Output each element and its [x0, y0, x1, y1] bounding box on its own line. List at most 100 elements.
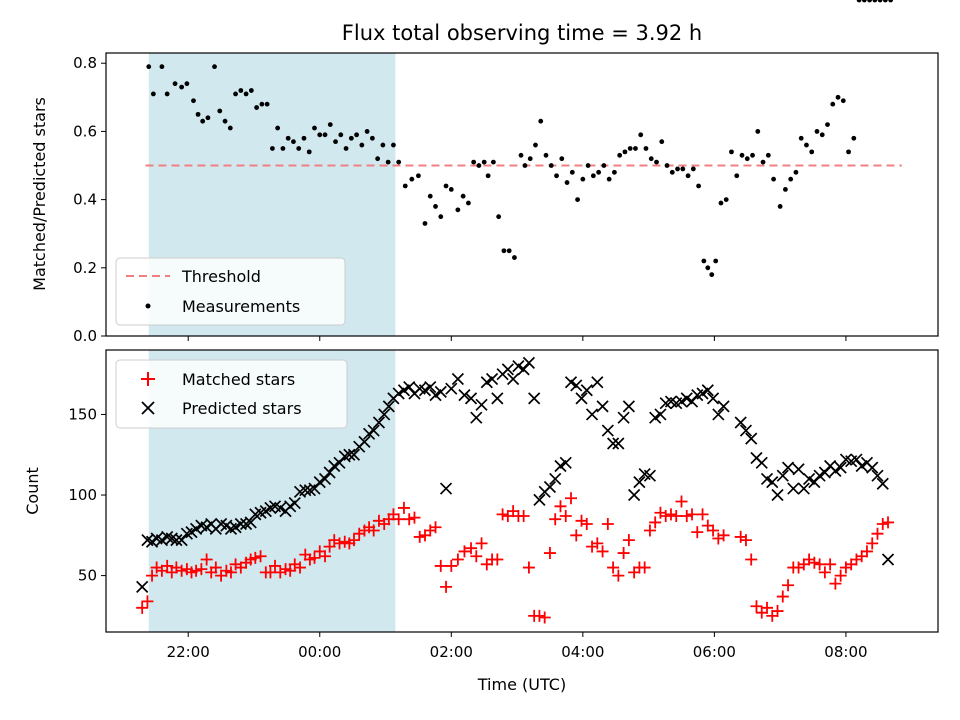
measurement-point: [238, 88, 244, 93]
matched-point: [284, 564, 297, 577]
predicted-point: [501, 363, 514, 376]
measurement-point: [380, 142, 386, 148]
measurement-point: [285, 135, 291, 141]
top-y-tick-label: 0.8: [73, 54, 97, 72]
predicted-point: [797, 482, 810, 495]
legend-matched-label: Matched stars: [182, 370, 295, 389]
top-y-tick-label: 0.6: [73, 122, 97, 140]
measurement-point: [301, 135, 307, 141]
measurement-point: [713, 258, 719, 264]
measurement-point: [617, 152, 623, 158]
measurement-point: [179, 84, 185, 90]
matched-point: [596, 545, 609, 558]
matched-point: [470, 550, 483, 563]
measurement-point: [291, 139, 296, 145]
measurement-point: [259, 101, 265, 107]
measurement-point: [359, 142, 365, 148]
matched-point: [818, 566, 831, 579]
predicted-point: [628, 488, 641, 502]
matched-point: [882, 516, 895, 529]
predicted-point: [871, 469, 884, 482]
measurement-point: [205, 115, 211, 121]
predicted-point: [136, 580, 149, 593]
matched-point: [496, 508, 509, 521]
matched-point: [813, 558, 826, 571]
matched-point: [517, 509, 530, 522]
measurement-point: [564, 180, 570, 185]
predicted-point: [549, 472, 562, 486]
measurement-point: [840, 98, 846, 104]
measurement-point: [559, 156, 565, 162]
measurement-point: [723, 197, 729, 203]
measurement-point: [846, 149, 851, 155]
measurement-point: [270, 146, 275, 151]
predicted-point: [701, 384, 714, 397]
measurement-point: [200, 118, 206, 124]
predicted-point: [445, 382, 458, 395]
measurement-point: [888, 0, 894, 3]
matched-point: [397, 501, 410, 514]
predicted-point: [876, 477, 889, 490]
predicted-point: [866, 461, 879, 474]
matched-point: [707, 524, 720, 537]
matched-point: [200, 553, 213, 566]
matched-point: [808, 556, 821, 569]
measurement-point: [385, 159, 391, 165]
matched-point: [649, 516, 662, 529]
predicted-point: [612, 437, 625, 450]
matched-point: [601, 518, 614, 531]
measurement-point: [317, 132, 323, 138]
matched-point: [638, 561, 651, 574]
measurement-point: [877, 0, 883, 3]
legend-measurements-label: Measurements: [182, 297, 300, 316]
predicted-point: [533, 493, 546, 506]
predicted-point: [491, 392, 504, 405]
matched-point: [771, 605, 784, 618]
matched-point: [745, 553, 758, 566]
measurement-point: [150, 91, 156, 97]
matched-point: [776, 590, 789, 603]
measurement-point: [750, 152, 755, 158]
predicted-point: [358, 435, 371, 448]
matched-point: [249, 551, 262, 564]
predicted-point: [734, 416, 747, 429]
measurement-point: [518, 152, 524, 158]
legend-threshold-label: Threshold: [181, 267, 261, 286]
predicted-point: [776, 469, 789, 482]
measurement-point: [701, 258, 707, 264]
matched-point: [664, 508, 677, 521]
measurement-point: [217, 108, 223, 114]
matched-point: [575, 514, 588, 527]
predicted-point: [755, 456, 768, 469]
measurement-point: [512, 255, 517, 260]
measurement-point: [533, 142, 538, 148]
matched-point: [308, 551, 321, 564]
predicted-point: [439, 482, 453, 495]
measurement-point: [409, 176, 415, 182]
x-axis-label: Time (UTC): [477, 675, 566, 694]
measurement-point: [343, 146, 349, 151]
measurement-point: [861, 0, 867, 3]
matched-point: [570, 529, 583, 542]
matched-point: [403, 513, 416, 526]
measurement-point: [306, 149, 312, 155]
predicted-point: [766, 476, 779, 489]
measurement-point: [659, 139, 665, 145]
measurement-point: [575, 197, 580, 203]
matched-point: [549, 513, 562, 526]
predicted-point: [318, 472, 332, 486]
matched-point: [224, 566, 237, 579]
measurement-point: [248, 88, 254, 93]
measurement-point: [633, 146, 638, 151]
measurement-point: [527, 156, 533, 162]
matched-point: [696, 508, 709, 521]
measurement-point: [596, 169, 602, 175]
measurement-point: [443, 183, 449, 189]
measurement-point: [212, 64, 217, 70]
measurement-point: [760, 159, 766, 165]
measurement-point: [744, 156, 750, 162]
matched-point: [475, 537, 488, 550]
legend-measurements-marker: [145, 303, 151, 309]
x-tick-label: 22:00: [167, 643, 210, 661]
measurement-point: [522, 163, 528, 168]
